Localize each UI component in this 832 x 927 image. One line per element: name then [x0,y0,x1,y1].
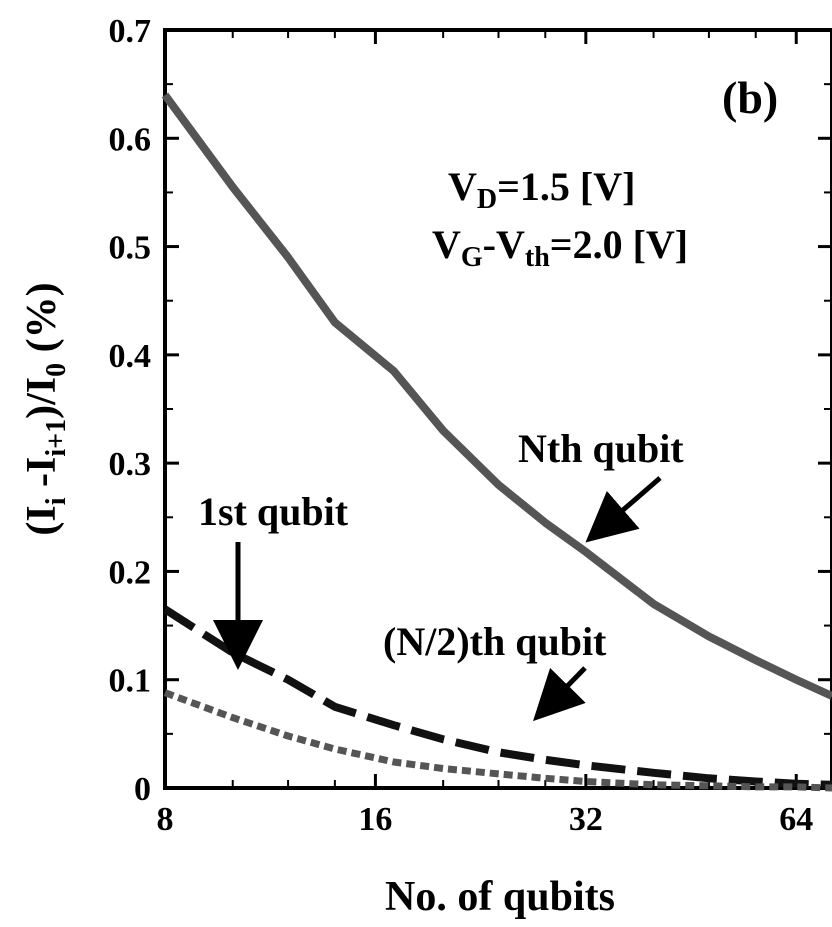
panel-label: (b) [722,72,778,123]
x-tick-label: 64 [779,801,813,838]
plot-frame [163,28,832,790]
y-tick-label: 0.3 [109,446,152,483]
y-axis-title: (Ii -Ii+1)/I0 (%) [19,282,72,535]
x-axis-ticks: 8 16 32 64 [157,30,813,838]
x-axis-title: No. of qubits [385,874,615,920]
x-tick-label: 8 [157,801,174,838]
condition-vg: VG-Vth=2.0 [V] [432,222,688,273]
series-line-2 [163,689,832,792]
series-line-0 [161,92,832,700]
series-line-1 [162,605,832,789]
condition-vd: VD=1.5 [V] [448,164,635,215]
series-layer [161,92,832,792]
y-tick-label: 0.5 [109,230,152,267]
x-tick-label: 32 [569,801,603,838]
annotation-half-qubit: (N/2)th qubit [383,619,607,664]
y-tick-label: 0.1 [109,663,152,700]
y-tick-label: 0.4 [109,338,152,375]
arrow-nth-qubit [585,476,662,543]
y-tick-label: 0.7 [109,13,152,50]
annotation-1st-qubit: 1st qubit [198,489,349,534]
arrow-half-qubit [533,666,587,722]
y-tick-label: 0 [134,771,151,808]
y-tick-label: 0.6 [109,121,152,158]
x-tick-label: 16 [358,801,392,838]
y-tick-label: 0.2 [109,554,152,591]
annotation-nth-qubit: Nth qubit [518,426,684,471]
y-axis-ticks: 0 0.1 0.2 0.3 0.4 0.5 0.6 0.7 [109,13,832,808]
